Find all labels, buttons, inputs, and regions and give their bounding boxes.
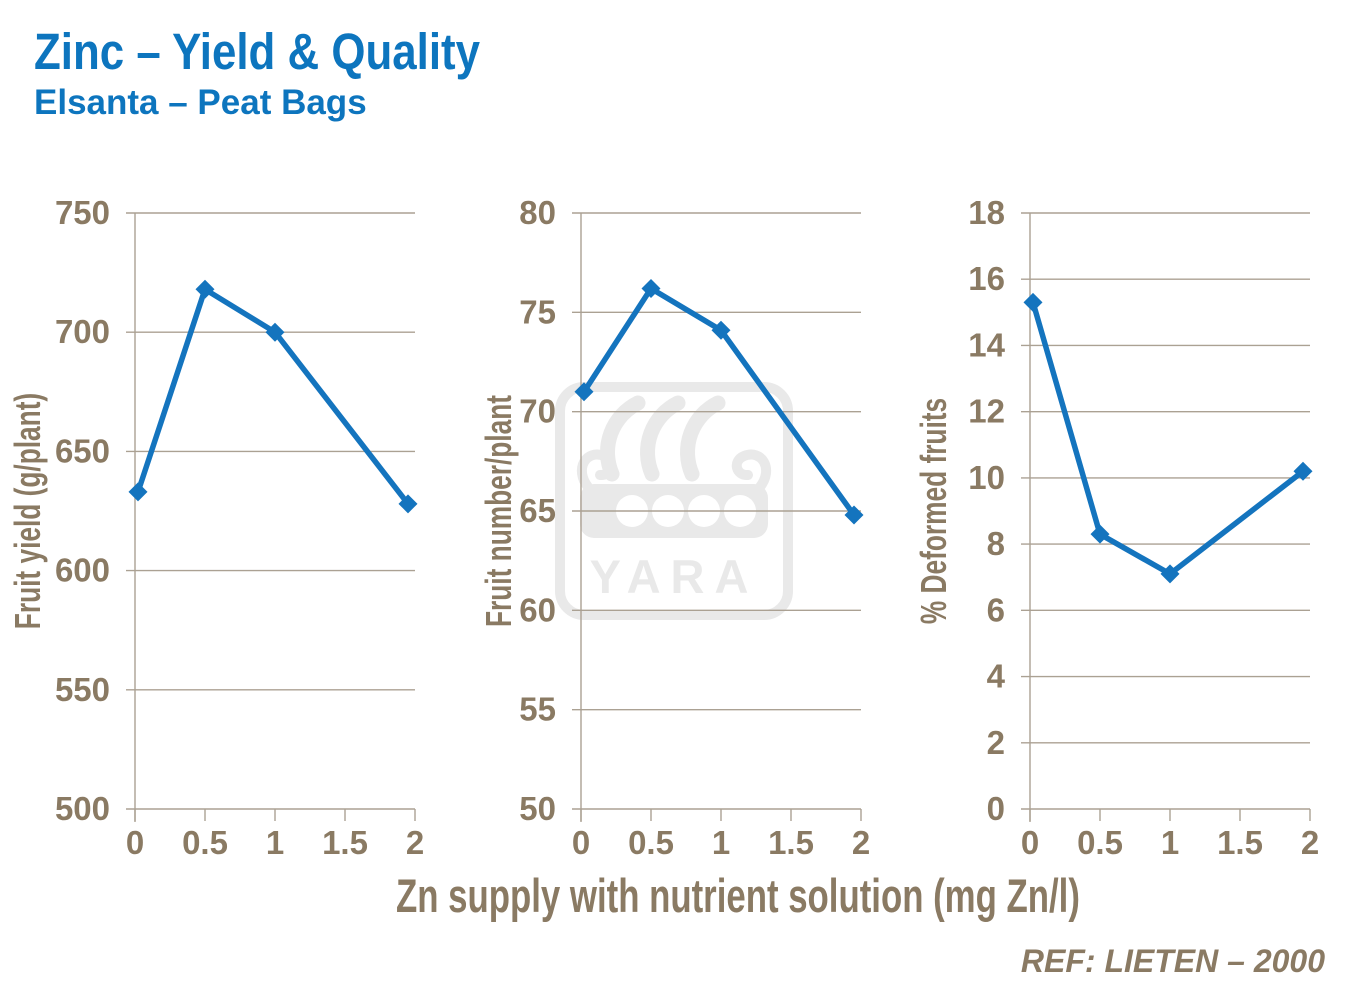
y-tick-label: 550 [55,671,110,708]
data-point-marker [398,494,418,514]
data-point-marker [574,382,594,402]
x-tick-label: 0 [1021,824,1039,861]
reference-text: REF: LIETEN – 2000 [1020,943,1325,979]
y-tick-label: 60 [519,591,556,628]
x-tick-label: 1 [266,824,284,861]
x-tick-label: 1.5 [1217,824,1263,861]
x-tick-label: 0.5 [1077,824,1123,861]
data-point-marker [711,320,731,340]
y-tick-label: 0 [987,790,1005,827]
y-axis-title: % Deformed fruits [913,398,954,624]
y-tick-label: 2 [987,724,1005,761]
y-tick-label: 500 [55,790,110,827]
y-tick-label: 18 [968,194,1005,231]
x-tick-label: 1.5 [322,824,368,861]
data-point-marker [1090,524,1110,544]
data-point-marker [1293,461,1313,481]
x-tick-label: 0.5 [182,824,228,861]
y-tick-label: 65 [519,492,556,529]
y-tick-label: 16 [968,260,1005,297]
yara-logo-stern-curl-icon [576,449,617,492]
y-tick-label: 14 [968,326,1005,363]
data-point-marker [1023,292,1043,312]
x-tick-label: 2 [1301,824,1319,861]
data-point-marker [844,505,864,525]
y-tick-label: 650 [55,432,110,469]
data-line [1030,299,1306,577]
y-tick-label: 75 [519,293,556,330]
y-tick-label: 12 [968,393,1005,430]
page-title: Zinc – Yield & Quality [34,23,481,80]
x-tick-label: 0 [572,824,590,861]
data-point-marker [641,278,661,298]
yara-logo-prow-curl-icon [731,449,772,492]
y-tick-label: 600 [55,552,110,589]
x-tick-label: 1 [1161,824,1179,861]
x-tick-label: 0.5 [628,824,674,861]
yara-logo-sail-icon [640,395,686,482]
page-subtitle: Elsanta – Peat Bags [34,83,367,122]
x-tick-label: 2 [852,824,870,861]
y-axis-title: Fruit number/plant [478,395,519,627]
data-line [581,285,857,518]
y-tick-label: 6 [987,591,1005,628]
y-tick-label: 50 [519,790,556,827]
x-axis-title: Zn supply with nutrient solution (mg Zn/… [396,869,1080,922]
data-point-marker [1160,564,1180,584]
x-tick-label: 0 [126,824,144,861]
x-tick-label: 1 [712,824,730,861]
data-line [135,286,411,507]
x-tick-label: 2 [406,824,424,861]
y-axis-title: Fruit yield (g/plant) [7,393,48,629]
y-tick-label: 70 [519,393,556,430]
y-tick-label: 55 [519,691,556,728]
yara-logo-sail-icon [680,395,726,482]
watermark-border [555,382,793,620]
data-point-marker [128,482,148,502]
y-tick-label: 750 [55,194,110,231]
x-tick-label: 1.5 [768,824,814,861]
data-point-marker [265,322,285,342]
y-tick-label: 8 [987,525,1005,562]
y-tick-label: 10 [968,459,1005,496]
y-tick-label: 4 [987,658,1006,695]
y-tick-label: 700 [55,313,110,350]
y-tick-label: 80 [519,194,556,231]
yara-watermark-text: YARA [590,550,759,603]
data-point-marker [195,279,215,299]
